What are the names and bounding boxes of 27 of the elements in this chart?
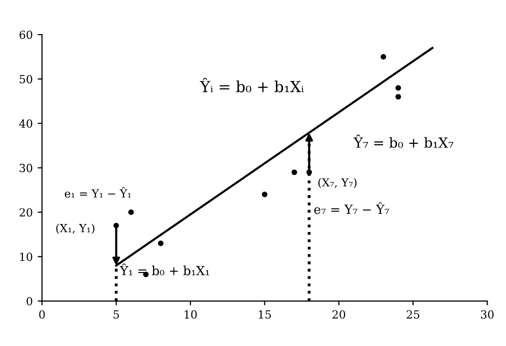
x-tick-label: 25	[406, 310, 420, 319]
annotation: (X₁, Y₁)	[56, 224, 94, 234]
point	[380, 54, 386, 60]
annotation: e₁ = Y₁ − Ŷ₁	[64, 187, 131, 198]
y-tick-label: 40	[19, 119, 32, 128]
y-tick-label: 0	[26, 296, 32, 306]
x-tick-label: 0	[39, 310, 45, 319]
x-tick-label: 20	[332, 310, 346, 319]
point	[262, 192, 268, 198]
y-tick-label: 20	[20, 208, 32, 217]
x-tick-label: 30	[481, 310, 494, 319]
annotation: e₇ = Y₇ − Ŷ₇	[314, 202, 390, 214]
point	[158, 240, 164, 246]
x-tick-label: 5	[114, 310, 119, 319]
annotation: Ŷ₇ = b₀ + b₁X₇	[354, 134, 454, 148]
point	[292, 169, 298, 176]
point	[128, 209, 134, 215]
x-tick-label: 10	[184, 310, 197, 319]
y-tick-label: 30	[20, 164, 32, 172]
point	[395, 85, 401, 91]
annotation: Ŷᵢ = b₀ + b₁Xᵢ	[200, 78, 304, 92]
y-tick-label: 10	[20, 252, 32, 261]
point	[395, 94, 401, 100]
y-tick-label: 60	[20, 30, 32, 39]
y-tick-label: 50	[20, 74, 32, 84]
x-tick-label: 15	[258, 310, 271, 319]
annotation: (X₇, Y₇)	[318, 178, 357, 188]
